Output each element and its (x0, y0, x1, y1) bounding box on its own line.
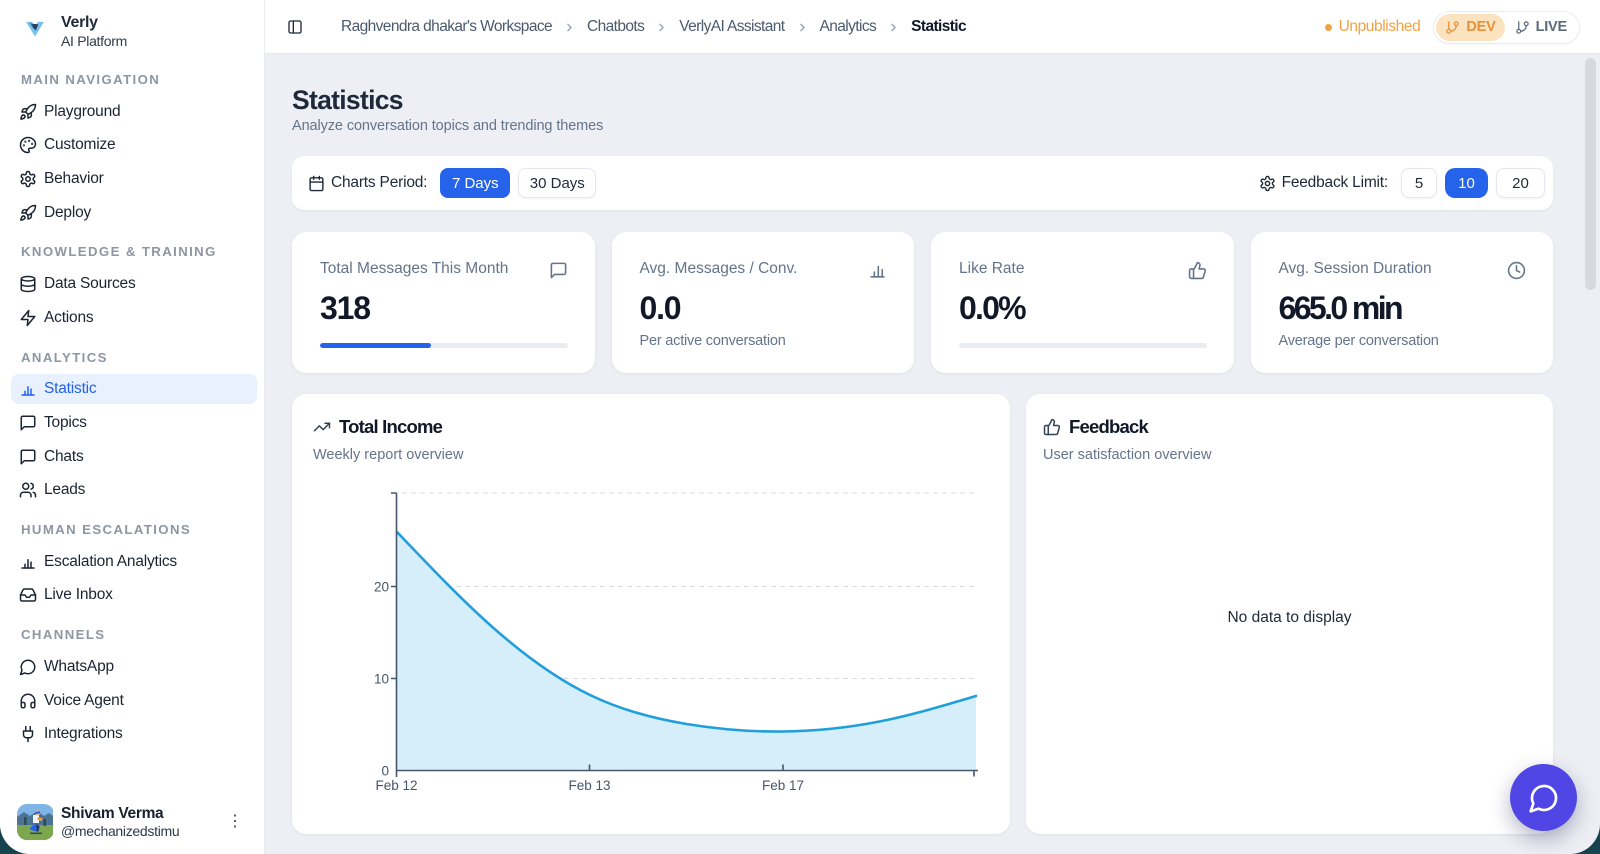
svg-text:0: 0 (381, 764, 389, 779)
svg-text:10: 10 (374, 672, 389, 687)
svg-text:Feb 12: Feb 12 (375, 778, 417, 793)
svg-text:20: 20 (374, 580, 389, 595)
svg-text:Feb 17: Feb 17 (762, 778, 804, 793)
svg-text:Feb 13: Feb 13 (568, 778, 610, 793)
